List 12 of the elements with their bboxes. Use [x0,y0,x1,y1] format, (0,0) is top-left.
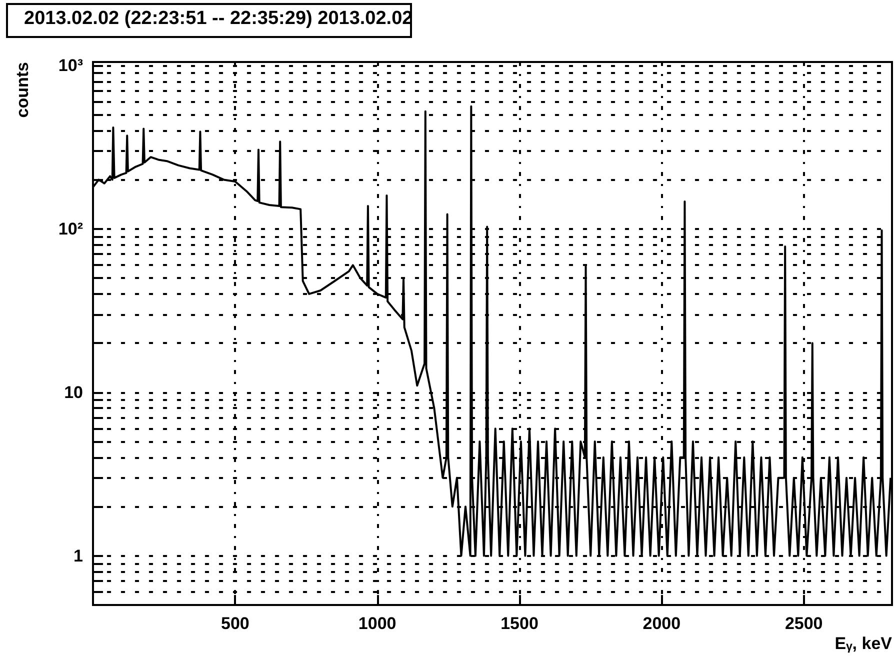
x-tick-label: 1000 [358,614,396,633]
x-tick-label: 2000 [642,614,681,633]
x-tick-label: 1500 [500,614,538,633]
y-tick-label: 1 [74,546,83,566]
x-tick-label: 500 [220,614,250,633]
x-tick-label: 2500 [784,614,823,633]
y-tick-label: 10 [64,382,83,402]
y-axis-title: counts [13,62,32,118]
x-axis-title: Eᵧ, keV [834,634,893,653]
chart-title: 2013.02.02 (22:23:51 -- 22:35:29) 2013.02.02 [24,8,413,29]
y-tick-label: 10² [58,219,84,238]
y-tick-label: 10³ [58,56,84,75]
